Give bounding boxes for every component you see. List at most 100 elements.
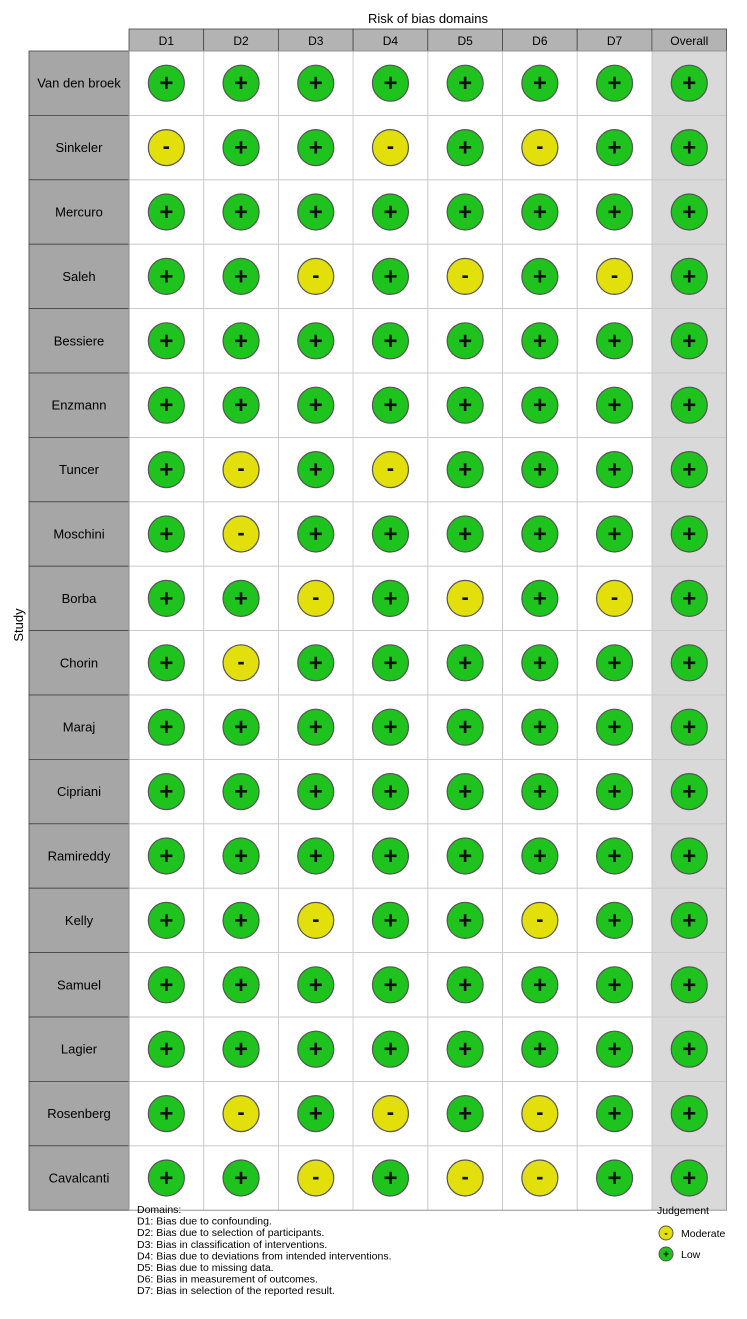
- judgement-symbol: -: [387, 1100, 394, 1125]
- judgement-low-marker: [670, 644, 708, 682]
- legend-low-marker: [658, 1246, 674, 1262]
- judgement-symbol: +: [533, 70, 547, 97]
- judgement-symbol: +: [682, 521, 696, 548]
- judgement-low-marker: [446, 193, 484, 231]
- judgement-low-marker: [371, 1159, 410, 1197]
- judgement-moderate-marker: [446, 257, 484, 295]
- study-row: Saleh + + - + - + - +: [28, 243, 728, 309]
- judgement-low-marker: [147, 708, 185, 746]
- judgement-symbol: -: [387, 134, 394, 159]
- judgement-low-marker: [670, 772, 708, 811]
- judgement-symbol: +: [458, 328, 472, 355]
- study-name: Enzmann: [52, 398, 107, 413]
- judgement-low-marker: [147, 1030, 185, 1068]
- judgement-symbol: +: [458, 457, 472, 484]
- study-label-cell: [28, 823, 130, 889]
- judgement-symbol: +: [682, 457, 696, 484]
- judgement-low-marker: [521, 708, 559, 746]
- judgement-symbol: +: [608, 779, 622, 806]
- judgement-low-marker: [670, 1030, 708, 1068]
- judgement-low-marker: [670, 708, 708, 746]
- judgement-symbol: +: [383, 70, 397, 97]
- judgement-symbol: +: [608, 1165, 622, 1192]
- judgement-low-marker: [670, 451, 708, 489]
- judgement-symbol: +: [682, 1101, 696, 1128]
- judgement-low-marker: [222, 772, 260, 811]
- judgement-symbol: +: [309, 328, 323, 355]
- judgement-symbol: -: [312, 906, 319, 931]
- domains-title: Domains:: [137, 1204, 181, 1216]
- study-name: Chorin: [60, 655, 98, 670]
- judgement-low-marker: [446, 451, 484, 489]
- domain-header-row: D1 D2 D3 D4 D5 D6 D7 Overall: [128, 28, 728, 52]
- judgement-symbol: +: [234, 263, 248, 290]
- judgement-symbol: +: [234, 907, 248, 934]
- judgement-low-marker: [521, 644, 559, 682]
- judgement-low-marker: [670, 386, 708, 424]
- column-header-label: D1: [159, 34, 175, 48]
- judgement-low-marker: [521, 386, 559, 424]
- judgement-symbol: +: [383, 650, 397, 677]
- judgement-low-marker: [371, 708, 410, 746]
- judgement-low-marker: [371, 322, 410, 360]
- judgement-low-marker: [521, 451, 559, 489]
- judgement-low-marker: [670, 837, 708, 875]
- judgement-low-marker: [446, 837, 484, 875]
- judgement-symbol: +: [458, 779, 472, 806]
- column-header-label: D5: [457, 34, 473, 48]
- judgement-low-marker: [595, 64, 634, 102]
- judgement-low-marker: [446, 708, 484, 746]
- domain-description: D7: Bias in selection of the reported re…: [137, 1285, 335, 1297]
- judgement-symbol: +: [608, 70, 622, 97]
- study-name: Moschini: [53, 527, 104, 542]
- study-name: Van den broek: [37, 76, 121, 91]
- judgement-low-marker: [521, 772, 559, 811]
- study-row: Maraj + + + + + + + +: [28, 694, 728, 760]
- judgement-low-marker: [521, 966, 559, 1004]
- judgement-low-marker: [297, 322, 335, 360]
- study-name: Ramireddy: [48, 849, 111, 864]
- judgement-low-marker: [595, 901, 634, 940]
- judgement-low-marker: [147, 837, 185, 875]
- judgement-low-marker: [670, 515, 708, 553]
- judgement-low-marker: [670, 966, 708, 1004]
- y-axis-label: Study: [11, 608, 26, 642]
- judgement-symbol: -: [536, 1100, 543, 1125]
- judgement-low-marker: [670, 322, 708, 360]
- judgement-low-marker: [670, 901, 708, 940]
- judgement-low-marker: [371, 64, 410, 102]
- judgement-moderate-marker: [595, 257, 634, 295]
- judgement-symbol: +: [159, 650, 173, 677]
- judgement-symbol: +: [383, 1036, 397, 1063]
- judgement-low-marker: [670, 1094, 708, 1133]
- column-header-label: D4: [383, 34, 399, 48]
- judgement-low-marker: [371, 386, 410, 424]
- judgement-symbol: +: [682, 972, 696, 999]
- judgement-symbol: +: [383, 263, 397, 290]
- judgement-symbol: +: [234, 199, 248, 226]
- judgement-low-marker: [446, 386, 484, 424]
- judgement-symbol: -: [461, 584, 468, 609]
- judgement-symbol: +: [682, 650, 696, 677]
- judgement-symbol: +: [309, 714, 323, 741]
- judgement-low-marker: [670, 129, 708, 167]
- judgement-symbol: -: [611, 584, 618, 609]
- judgement-symbol: +: [234, 392, 248, 419]
- judgement-symbol: +: [234, 328, 248, 355]
- judgement-moderate-marker: [371, 451, 410, 489]
- judgement-low-marker: [371, 257, 410, 295]
- judgement-symbol: +: [533, 714, 547, 741]
- judgement-low-marker: [595, 708, 634, 746]
- judgement-symbol: +: [608, 521, 622, 548]
- judgement-symbol: +: [682, 1036, 696, 1063]
- judgement-symbol: +: [682, 585, 696, 612]
- study-name: Rosenberg: [47, 1106, 111, 1121]
- judgement-symbol: +: [159, 585, 173, 612]
- judgement-moderate-marker: [371, 129, 410, 167]
- study-row: Enzmann + + + + + + + +: [28, 372, 728, 438]
- judgement-low-marker: [595, 1094, 634, 1133]
- judgement-low-marker: [595, 1159, 634, 1197]
- judgement-symbol: +: [608, 650, 622, 677]
- study-label-cell: [28, 1145, 130, 1211]
- judgement-symbol: -: [312, 584, 319, 609]
